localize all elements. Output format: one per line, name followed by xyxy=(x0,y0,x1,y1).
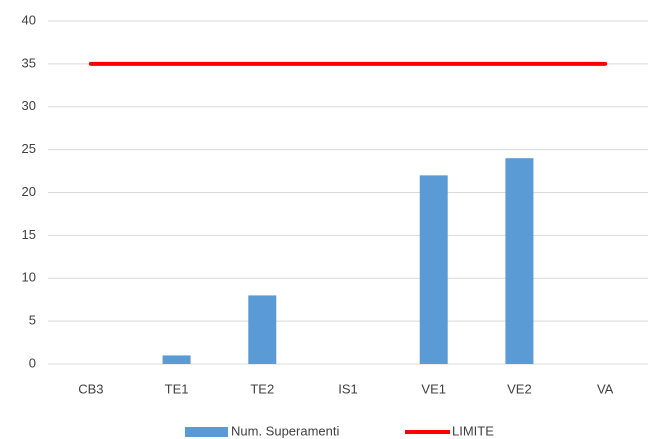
legend-label: LIMITE xyxy=(452,423,494,438)
legend-label: Num. Superamenti xyxy=(231,423,339,438)
y-tick-label: 35 xyxy=(22,55,36,70)
y-tick-label: 20 xyxy=(22,184,36,199)
y-tick-label: 0 xyxy=(29,355,36,370)
x-tick-label: TE1 xyxy=(165,381,189,396)
x-tick-label: TE2 xyxy=(250,381,274,396)
bar xyxy=(419,175,448,364)
x-tick-label: IS1 xyxy=(338,381,358,396)
y-tick-label: 40 xyxy=(22,12,36,27)
x-tick-label: VA xyxy=(597,381,614,396)
legend-swatch xyxy=(185,427,228,437)
x-tick-label: VE1 xyxy=(421,381,446,396)
y-tick-label: 5 xyxy=(29,313,36,328)
bar xyxy=(248,295,277,364)
x-tick-label: CB3 xyxy=(78,381,103,396)
y-tick-label: 25 xyxy=(22,141,36,156)
y-tick-label: 30 xyxy=(22,98,36,113)
x-tick-label: VE2 xyxy=(507,381,532,396)
y-tick-label: 15 xyxy=(22,227,36,242)
bar xyxy=(162,355,191,364)
bar xyxy=(505,158,534,364)
y-tick-label: 10 xyxy=(22,270,36,285)
